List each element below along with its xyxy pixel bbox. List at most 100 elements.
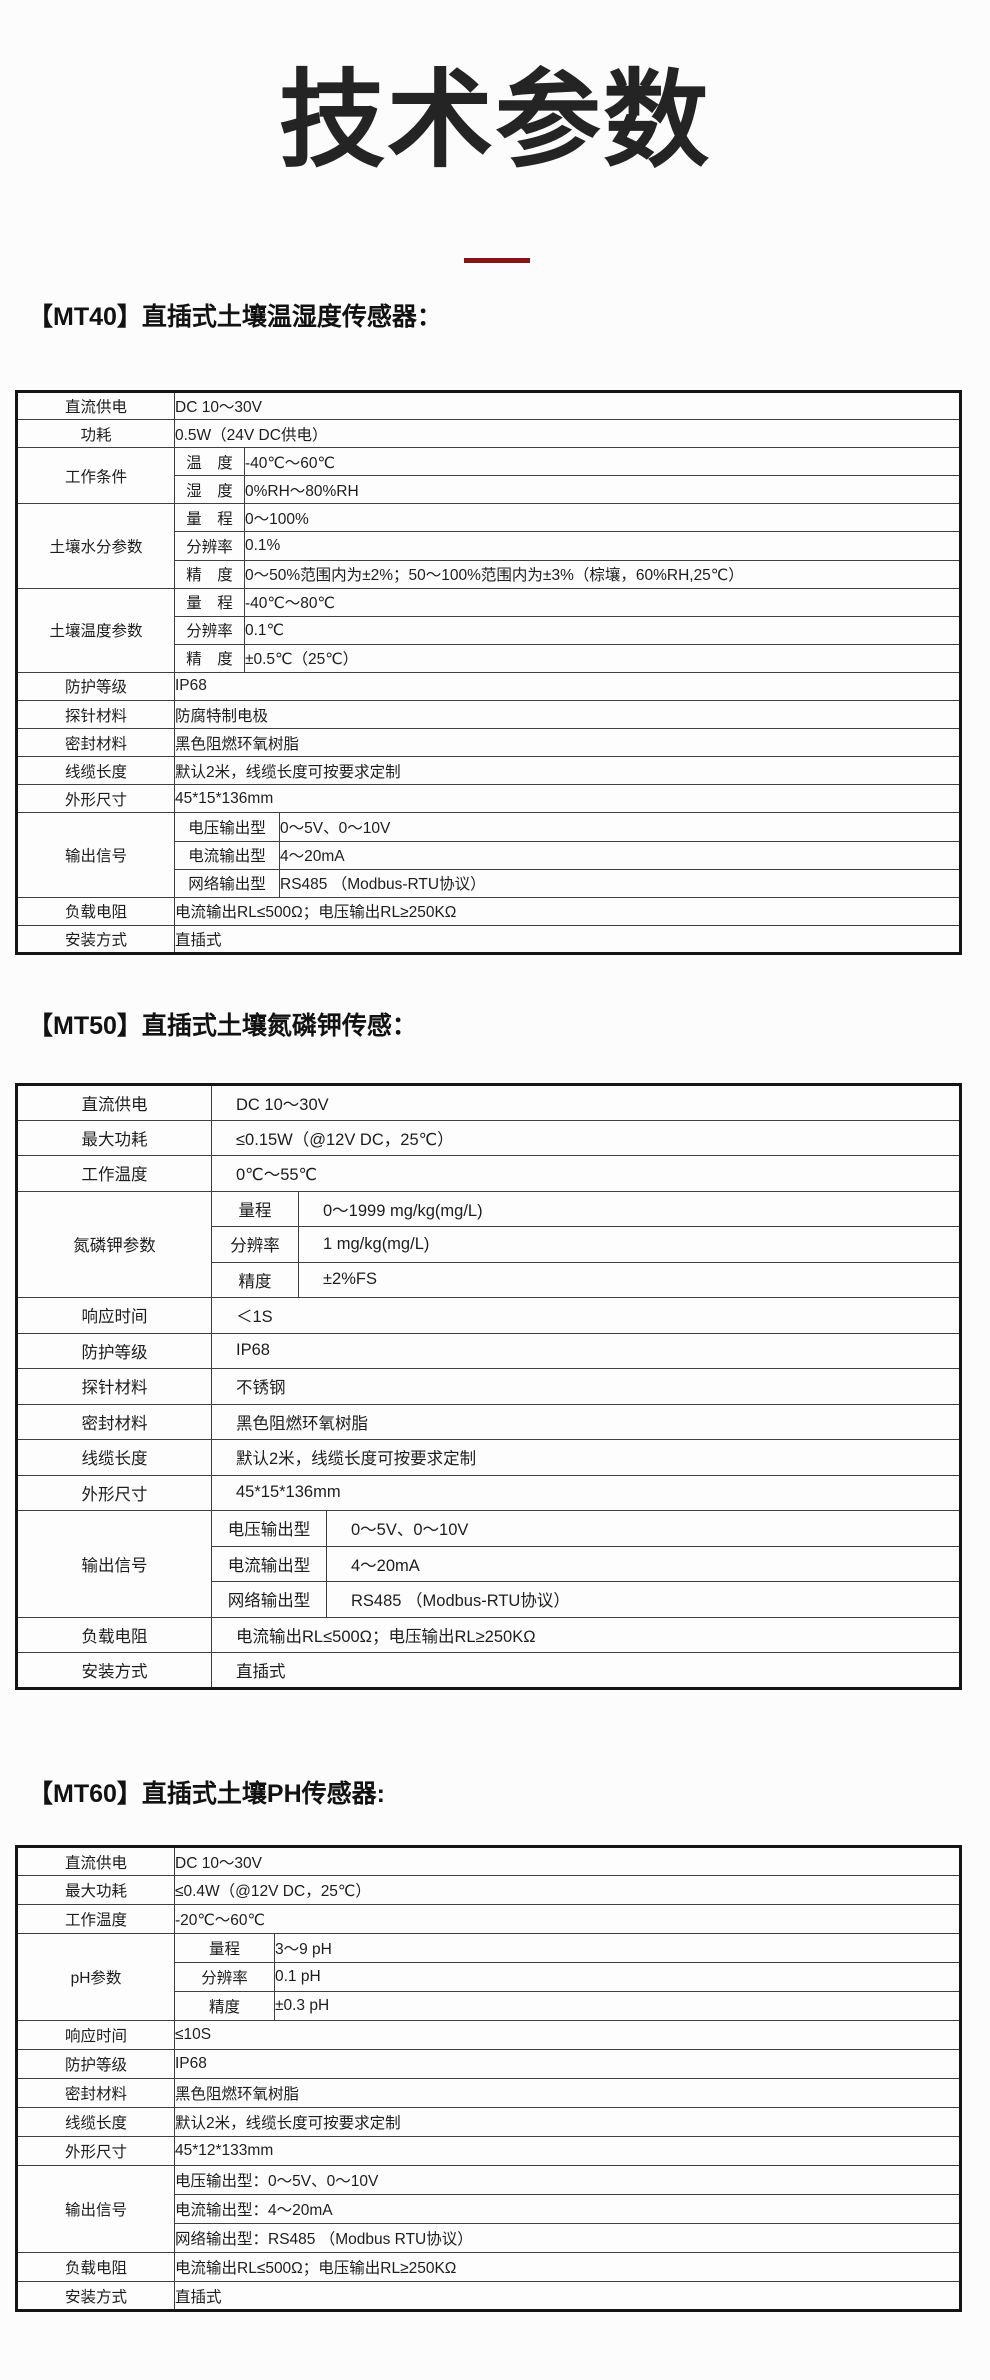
spec-sub-label: 分辨率 bbox=[174, 1962, 275, 1992]
spec-table-row: 探针材料 防腐特制电极 bbox=[16, 700, 961, 730]
spec-table-row: 负载电阻 电流输出RL≤500Ω；电压输出RL≥250KΩ bbox=[16, 1616, 961, 1653]
spec-table-row: 直流供电 DC 10～30V bbox=[16, 1084, 961, 1121]
spec-table-row: 网络输出型：RS485 （Modbus RTU协议） bbox=[17, 2223, 961, 2253]
spec-value: 直插式 bbox=[174, 2281, 961, 2311]
spec-value: 不锈钢 bbox=[211, 1368, 961, 1405]
mt40-table: 直流供电 DC 10～30V 功耗 0.5W（24V DC供电） 工作条件温 度 -40℃… bbox=[15, 390, 962, 955]
spec-row-label: 外形尺寸 bbox=[16, 1474, 212, 1511]
spec-table-row: 网络输出型 RS485 （Modbus-RTU协议） bbox=[17, 1581, 961, 1618]
spec-table-row: 直流供电 DC 10～30V bbox=[16, 1846, 961, 1876]
spec-row-label: 密封材料 bbox=[16, 1403, 212, 1440]
spec-sub-label: 温 度 bbox=[174, 447, 245, 477]
spec-value: 黑色阻燃环氧树脂 bbox=[174, 728, 961, 758]
spec-value: 4～20mA bbox=[279, 840, 961, 870]
spec-value: 0.5W（24V DC供电） bbox=[174, 419, 961, 449]
spec-value: 45*15*136mm bbox=[174, 784, 961, 814]
mt50-table: 直流供电 DC 10～30V 最大功耗 ≤0.15W（@12V DC，25℃） 工作温度… bbox=[15, 1083, 962, 1690]
spec-value: 0%RH～80%RH bbox=[244, 475, 961, 505]
spec-value: 电流输出RL≤500Ω；电压输出RL≥250KΩ bbox=[174, 2252, 961, 2282]
spec-sub-label: 精度 bbox=[211, 1261, 299, 1298]
spec-value: IP68 bbox=[174, 671, 961, 702]
spec-table-row: 负载电阻 电流输出RL≤500Ω；电压输出RL≥250KΩ bbox=[16, 2252, 961, 2282]
spec-sub-label: 精 度 bbox=[174, 643, 245, 673]
section-heading-mt60: 【MT60】直插式土壤PH传感器: bbox=[28, 1780, 385, 1808]
spec-sub-label: 精 度 bbox=[174, 559, 245, 589]
spec-table-row: 安装方式 直插式 bbox=[16, 1652, 961, 1689]
spec-table-row: 最大功耗 ≤0.4W（@12V DC，25℃） bbox=[16, 1875, 961, 1905]
spec-value: 1 mg/kg(mg/L) bbox=[298, 1226, 961, 1263]
spec-sub-label: 电压输出型 bbox=[174, 812, 280, 842]
spec-sub-label: 量 程 bbox=[174, 503, 245, 533]
spec-value: ≤10S bbox=[174, 2020, 961, 2050]
spec-value: -40℃～60℃ bbox=[244, 447, 961, 477]
spec-row-label: 防护等级 bbox=[16, 671, 175, 702]
spec-row-label: 防护等级 bbox=[16, 2049, 175, 2079]
spec-value: 0～5V、0～10V bbox=[326, 1510, 961, 1547]
spec-table-row: 精度 ±0.3 pH bbox=[17, 1991, 961, 2021]
spec-table-row: 分辨率 0.1℃ bbox=[17, 615, 961, 645]
spec-value: 45*12*133mm bbox=[174, 2136, 961, 2166]
spec-table-row: 土壤温度参数量 程 -40℃～80℃ bbox=[16, 587, 961, 673]
spec-row-label: 负载电阻 bbox=[16, 1616, 212, 1653]
spec-table-row: 精 度 ±0.5℃（25℃） bbox=[17, 643, 961, 673]
spec-sub-label: 量程 bbox=[211, 1190, 299, 1227]
spec-table-row: 工作温度 0℃～55℃ bbox=[16, 1155, 961, 1192]
spec-value: 0～50%范围内为±2%；50～100%范围内为±3%（棕壤，60%RH,25℃… bbox=[244, 559, 961, 589]
spec-table-row: 土壤水分参数量 程 0～100% bbox=[16, 503, 961, 589]
spec-table-row: 电流输出型：4～20mA bbox=[17, 2194, 961, 2224]
spec-table-row: 输出信号 电压输出型 0～5V、0～10V bbox=[16, 1510, 961, 1618]
spec-value: 默认2米，线缆长度可按要求定制 bbox=[174, 756, 961, 786]
spec-value: 0～100% bbox=[244, 503, 961, 533]
spec-sub-label: 分辨率 bbox=[211, 1226, 299, 1263]
spec-sub-label: 量 程 bbox=[174, 587, 245, 617]
spec-row-label: 工作温度 bbox=[16, 1904, 175, 1934]
spec-table-row: 湿 度 0%RH～80%RH bbox=[17, 475, 961, 505]
spec-sub-label: 精度 bbox=[174, 1991, 275, 2021]
spec-sub-label: 电压输出型 bbox=[211, 1510, 327, 1547]
spec-sub-label: 分辨率 bbox=[174, 531, 245, 561]
spec-row-label: 外形尺寸 bbox=[16, 784, 175, 814]
spec-value: 电流输出型：4～20mA bbox=[174, 2194, 961, 2224]
spec-row-label: 氮磷钾参数 bbox=[16, 1190, 212, 1298]
spec-value: DC 10～30V bbox=[174, 390, 961, 421]
spec-row-label: 探针材料 bbox=[16, 700, 175, 730]
spec-table-row: 网络输出型 RS485 （Modbus-RTU协议） bbox=[17, 868, 961, 898]
spec-table-row: 分辨率 0.1% bbox=[17, 531, 961, 561]
spec-row-label: 安装方式 bbox=[16, 924, 175, 954]
spec-row-label: 外形尺寸 bbox=[16, 2136, 175, 2166]
spec-row-label: 最大功耗 bbox=[16, 1875, 175, 1905]
spec-row-label: 密封材料 bbox=[16, 2078, 175, 2108]
spec-value: 默认2米，线缆长度可按要求定制 bbox=[174, 2107, 961, 2137]
spec-table-row: 线缆长度 默认2米，线缆长度可按要求定制 bbox=[16, 2107, 961, 2137]
spec-sub-label: 量程 bbox=[174, 1933, 275, 1963]
spec-table-row: 防护等级 IP68 bbox=[16, 1332, 961, 1369]
spec-row-label: 防护等级 bbox=[16, 1332, 212, 1369]
spec-value: 0.1℃ bbox=[244, 615, 961, 645]
spec-row-label: 输出信号 bbox=[16, 2165, 175, 2253]
spec-row-label: 线缆长度 bbox=[16, 1439, 212, 1476]
spec-table-row: 密封材料 黑色阻燃环氧树脂 bbox=[16, 2078, 961, 2108]
spec-value: 0～5V、0～10V bbox=[279, 812, 961, 842]
spec-value: IP68 bbox=[211, 1332, 961, 1369]
spec-row-label: 最大功耗 bbox=[16, 1119, 212, 1156]
spec-value: 45*15*136mm bbox=[211, 1474, 961, 1511]
mt60-spec-table: 直流供电 DC 10～30V 最大功耗 ≤0.4W（@12V DC，25℃） 工作温度 -… bbox=[15, 1845, 962, 2312]
spec-value: ≤0.15W（@12V DC，25℃） bbox=[211, 1119, 961, 1156]
spec-sub-label: 分辨率 bbox=[174, 615, 245, 645]
spec-row-label: 土壤水分参数 bbox=[16, 503, 175, 589]
spec-value: 3～9 pH bbox=[274, 1933, 961, 1963]
title-divider bbox=[464, 258, 530, 263]
spec-value: ≤0.4W（@12V DC，25℃） bbox=[174, 1875, 961, 1905]
spec-table-row: 直流供电 DC 10～30V bbox=[16, 390, 961, 421]
spec-value: 黑色阻燃环氧树脂 bbox=[211, 1403, 961, 1440]
spec-table-row: 氮磷钾参数 量程 0～1999 mg/kg(mg/L) bbox=[16, 1190, 961, 1298]
spec-value: 防腐特制电极 bbox=[174, 700, 961, 730]
spec-table-row: 精 度 0～50%范围内为±2%；50～100%范围内为±3%（棕壤，60%RH,… bbox=[17, 559, 961, 589]
spec-row-label: 密封材料 bbox=[16, 728, 175, 758]
spec-value: DC 10～30V bbox=[174, 1846, 961, 1876]
spec-row-label: 探针材料 bbox=[16, 1368, 212, 1405]
spec-value: ±0.3 pH bbox=[274, 1991, 961, 2021]
spec-row-label: pH参数 bbox=[16, 1933, 175, 2021]
spec-value: 0～1999 mg/kg(mg/L) bbox=[298, 1190, 961, 1227]
spec-table-row: 分辨率 0.1 pH bbox=[17, 1962, 961, 1992]
